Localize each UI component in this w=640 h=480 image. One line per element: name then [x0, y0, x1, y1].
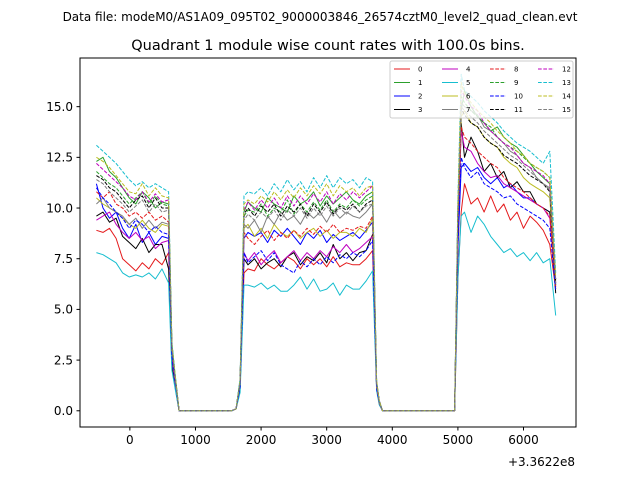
legend-label-6: 6: [466, 93, 471, 101]
legend-label-11: 11: [514, 106, 523, 114]
legend-label-12: 12: [562, 66, 571, 74]
legend-label-4: 4: [466, 66, 471, 74]
legend-label-14: 14: [562, 93, 571, 101]
x-tick-label: 5000: [443, 433, 474, 447]
x-axis: 0 1000 2000 3000 4000 5000 6000: [126, 427, 539, 447]
legend-label-10: 10: [514, 93, 523, 101]
y-tick-label: 7.5: [54, 252, 73, 266]
y-tick-label: 2.5: [54, 353, 73, 367]
x-tick-label: 0: [126, 433, 134, 447]
legend-label-0: 0: [418, 66, 422, 74]
legend-label-2: 2: [418, 93, 422, 101]
legend-label-8: 8: [514, 66, 518, 74]
legend-label-1: 1: [418, 79, 422, 87]
y-tick-label: 15.0: [46, 100, 73, 114]
plot-frame: [79, 57, 577, 428]
y-tick-label: 12.5: [46, 151, 73, 165]
x-offset-label: +3.3622e8: [508, 455, 575, 469]
y-axis: 0.0 2.5 5.0 7.5 10.0 12.5 15.0: [46, 100, 80, 418]
legend-frame: [389, 60, 574, 119]
series-line-3: [96, 122, 557, 412]
x-tick-label: 4000: [377, 433, 408, 447]
y-tick-label: 5.0: [54, 303, 73, 317]
legend-label-9: 9: [514, 79, 518, 87]
legend-label-7: 7: [466, 106, 470, 114]
legend-label-13: 13: [562, 79, 571, 87]
legend-label-15: 15: [562, 106, 571, 114]
series-layer: [95, 73, 557, 412]
plot-area: [79, 57, 577, 428]
x-tick-label: 1000: [180, 433, 211, 447]
y-tick-label: 0.0: [54, 404, 73, 418]
x-tick-label: 3000: [311, 433, 342, 447]
series-line-5: [96, 211, 557, 412]
legend-label-5: 5: [466, 79, 470, 87]
series-line-13: [96, 73, 557, 412]
chart-title: Quadrant 1 module wise count rates with …: [131, 38, 525, 54]
legend-label-3: 3: [418, 106, 422, 114]
x-tick-label: 6000: [508, 433, 539, 447]
figure-suptitle: Data file: modeM0/AS1A09_095T02_90000038…: [63, 10, 578, 24]
x-tick-label: 2000: [246, 433, 277, 447]
y-tick-label: 10.0: [46, 201, 73, 215]
series-line-15: [96, 106, 557, 412]
